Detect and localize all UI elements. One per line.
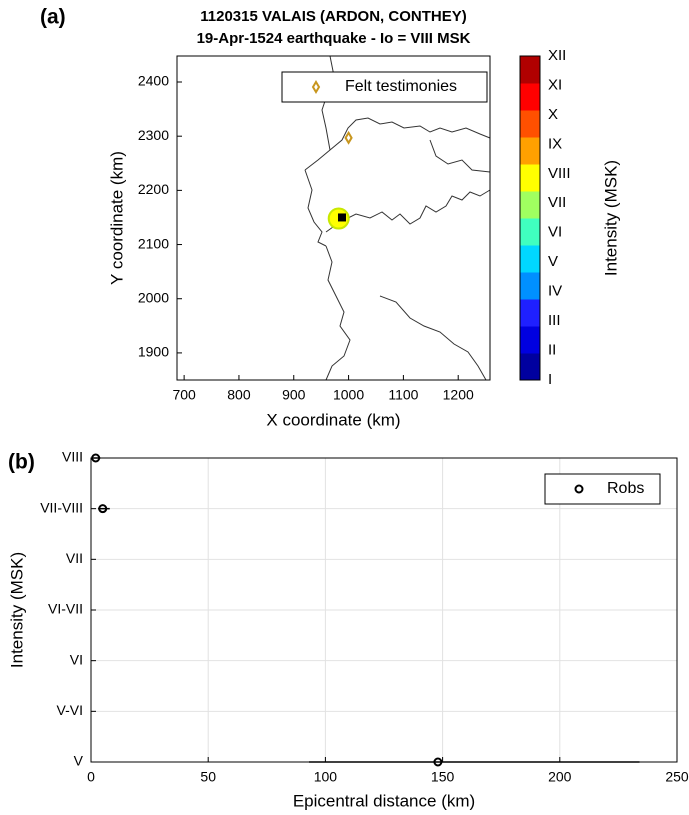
- legend-marker: [311, 80, 321, 94]
- y-tick-label: 2000: [138, 289, 169, 305]
- y-tick-label: V: [74, 753, 84, 769]
- x-tick-label: 800: [227, 387, 251, 403]
- panel-label: (b): [8, 451, 35, 474]
- colorbar-tick-label: IV: [548, 283, 562, 300]
- x-tick-label: 150: [431, 769, 455, 785]
- colorbar-tick-label: I: [548, 371, 552, 388]
- x-tick-label: 250: [665, 769, 689, 785]
- data-point: [344, 130, 353, 145]
- colorbar-cell: [520, 164, 540, 192]
- colorbar-tick-label: VII: [548, 194, 566, 211]
- colorbar-label: Intensity (MSK): [601, 160, 620, 276]
- map-borders: [304, 55, 491, 381]
- x-axis-label: X coordinate (km): [266, 410, 400, 429]
- x-tick-label: 50: [200, 769, 216, 785]
- colorbar-cell: [520, 272, 540, 300]
- x-tick-label: 1200: [443, 387, 474, 403]
- border: [325, 189, 491, 233]
- colorbar-tick-label: XI: [548, 76, 562, 93]
- legend-marker: [574, 484, 584, 494]
- legend-label: Felt testimonies: [345, 78, 457, 95]
- colorbar-cell: [520, 353, 540, 381]
- x-tick-label: 700: [172, 387, 196, 403]
- data-point: [91, 453, 101, 463]
- plot-frame: [176, 55, 491, 381]
- border: [325, 245, 351, 381]
- colorbar-tick-label: VI: [548, 224, 562, 241]
- y-tick-label: 2100: [138, 235, 169, 251]
- data-point: [98, 504, 108, 514]
- colorbar-cell: [520, 326, 540, 354]
- border: [304, 169, 327, 247]
- x-tick-label: 1000: [333, 387, 364, 403]
- border: [304, 117, 491, 171]
- colorbar-tick-label: XII: [548, 47, 566, 64]
- colorbar-cell: [520, 299, 540, 327]
- colorbar-cell: [520, 218, 540, 246]
- y-tick-label: VII: [66, 550, 83, 566]
- colorbar-cell: [520, 110, 540, 138]
- y-tick-label: 2400: [138, 73, 169, 89]
- y-tick-label: 1900: [138, 344, 169, 360]
- colorbar-tick-label: V: [548, 253, 558, 270]
- y-tick-label: V-VI: [57, 702, 83, 718]
- colorbar-tick-label: III: [548, 312, 561, 329]
- colorbar-cell: [520, 137, 540, 165]
- border: [379, 295, 487, 381]
- border: [321, 55, 335, 151]
- colorbar-frame: [519, 55, 541, 381]
- y-tick-label: VIII: [62, 449, 83, 465]
- y-tick-label: 2200: [138, 181, 169, 197]
- colorbar-cell: [520, 83, 540, 111]
- x-tick-label: 0: [87, 769, 95, 785]
- y-tick-label: 2300: [138, 127, 169, 143]
- x-tick-label: 100: [314, 769, 338, 785]
- chart-subtitle: 19-Apr-1524 earthquake - Io = VIII MSK: [197, 30, 471, 47]
- colorbar-cell: [520, 56, 540, 84]
- legend-box: [281, 71, 488, 103]
- y-tick-label: VI: [70, 651, 83, 667]
- y-tick-label: VI-VII: [48, 601, 83, 617]
- legend-box: [544, 473, 661, 505]
- legend-label: Robs: [607, 480, 644, 497]
- colorbar-cell: [520, 245, 540, 273]
- epicenter: [337, 213, 346, 222]
- chart-title: 1120315 VALAIS (ARDON, CONTHEY): [200, 8, 466, 25]
- data-point: [433, 757, 443, 767]
- colorbar-tick-label: X: [548, 106, 558, 123]
- colorbar-tick-label: IX: [548, 135, 562, 152]
- x-axis-label: Epicentral distance (km): [293, 791, 475, 810]
- colorbar-cell: [520, 191, 540, 219]
- y-tick-label: VII-VIII: [40, 499, 83, 515]
- y-axis-label: Y coordinate (km): [107, 151, 126, 285]
- panel-label: (a): [40, 6, 66, 29]
- border: [429, 139, 491, 173]
- y-axis-label: Intensity (MSK): [7, 552, 26, 668]
- x-tick-label: 200: [548, 769, 572, 785]
- colorbar-tick-label: VIII: [548, 165, 571, 182]
- x-tick-label: 900: [282, 387, 306, 403]
- colorbar-tick-label: II: [548, 342, 556, 359]
- x-tick-label: 1100: [388, 387, 418, 403]
